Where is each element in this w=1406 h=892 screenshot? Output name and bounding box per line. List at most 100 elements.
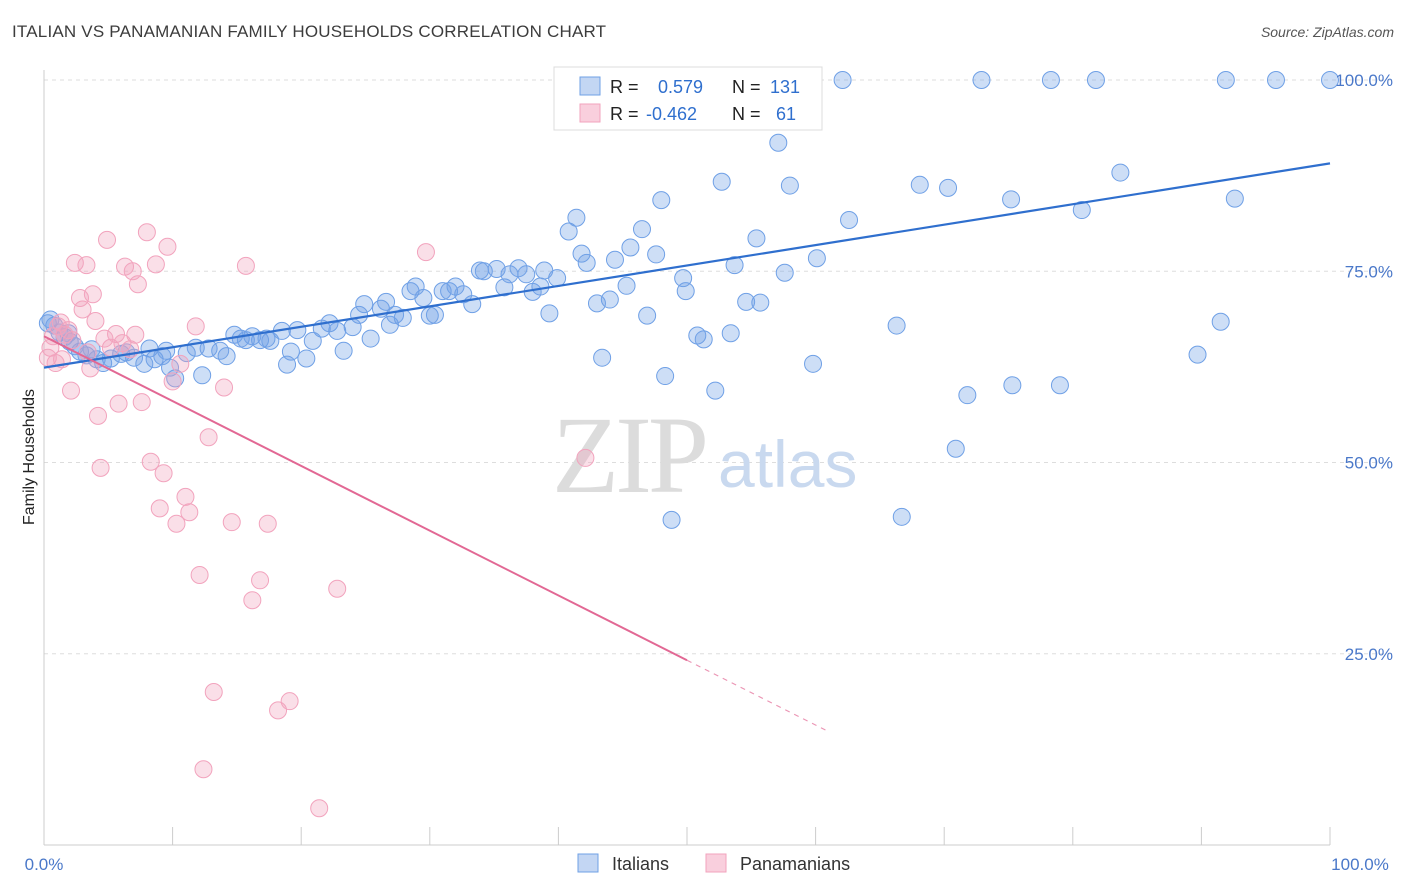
panamanian-point xyxy=(190,565,209,584)
italian-point xyxy=(652,191,671,210)
panamanian-point xyxy=(576,448,595,467)
italian-point xyxy=(297,349,316,368)
panamanian-point xyxy=(163,372,182,391)
italian-point xyxy=(725,256,744,275)
trend-lines xyxy=(43,162,1331,733)
italian-point xyxy=(751,293,770,312)
italian-point xyxy=(1050,376,1069,395)
panamanian-point xyxy=(150,499,169,518)
italian-point xyxy=(958,386,977,405)
italian-point xyxy=(217,347,236,366)
italians-points xyxy=(38,71,1339,529)
panamanian-point xyxy=(137,223,156,242)
italian-point xyxy=(361,329,380,348)
italian-point xyxy=(355,295,374,314)
italian-point xyxy=(199,339,218,358)
stats-r-label-italians: R = xyxy=(610,77,639,97)
italian-point xyxy=(1086,71,1105,89)
panamanian-point xyxy=(51,313,70,332)
italian-point xyxy=(632,220,651,239)
panamanian-point xyxy=(95,329,114,348)
panamanian-point xyxy=(62,381,81,400)
italian-point xyxy=(939,178,958,197)
stats-r-value-panamanians: -0.462 xyxy=(646,104,697,124)
italian-point xyxy=(334,341,353,360)
panamanian-point xyxy=(280,692,299,711)
italian-point xyxy=(446,277,465,296)
italian-point xyxy=(380,315,399,334)
source-label: Source: ZipAtlas.com xyxy=(1260,24,1394,40)
italian-point xyxy=(1188,345,1207,364)
italian-point xyxy=(747,229,766,248)
italian-point xyxy=(1225,189,1244,208)
y-tick-label: 25.0% xyxy=(1345,645,1393,664)
italian-point xyxy=(840,210,859,229)
x-tick-label-max: 100.0% xyxy=(1331,855,1389,874)
panamanian-point xyxy=(176,487,195,506)
italian-point xyxy=(662,510,681,529)
italian-point xyxy=(251,331,270,350)
grid-lines xyxy=(44,79,1392,655)
legend-label-italians: Italians xyxy=(612,854,669,874)
panamanian-point xyxy=(126,325,145,344)
panamanian-point xyxy=(258,514,277,533)
italian-point xyxy=(1216,71,1235,89)
panamanian-point xyxy=(186,317,205,336)
stats-n-value-panamanians: 61 xyxy=(776,104,796,124)
chart-title: ITALIAN VS PANAMANIAN FAMILY HOUSEHOLDS … xyxy=(12,22,607,41)
stats-legend-box: R = 0.579 N = 131 R = -0.462 N = 61 xyxy=(553,66,823,131)
italian-point xyxy=(517,265,536,284)
watermark-zip: ZIP xyxy=(552,394,705,516)
panamanian-point xyxy=(222,513,241,532)
italian-point xyxy=(328,321,347,340)
panamanian-point xyxy=(83,285,102,304)
italian-point xyxy=(1111,163,1130,182)
italian-point xyxy=(157,341,176,360)
panamanian-point xyxy=(251,571,270,590)
italian-point xyxy=(621,238,640,257)
italian-point xyxy=(166,369,185,388)
panamanian-point xyxy=(158,237,177,256)
italian-point xyxy=(638,306,657,325)
italian-point xyxy=(425,305,444,324)
panamanian-point xyxy=(86,311,105,330)
italian-point xyxy=(737,292,756,311)
italian-point xyxy=(281,342,300,361)
panamanian-point xyxy=(167,514,186,533)
italian-point xyxy=(1321,71,1339,89)
panamanian-point xyxy=(123,262,142,281)
italian-point xyxy=(454,285,473,304)
panamanian-point xyxy=(243,591,262,610)
italian-point xyxy=(647,245,666,264)
italian-point xyxy=(676,282,695,301)
italian-point xyxy=(377,292,396,311)
italians-trend-line xyxy=(43,162,1331,369)
stats-n-label-italians: N = xyxy=(732,77,761,97)
panamanian-point xyxy=(171,354,190,373)
italian-point xyxy=(706,381,725,400)
italian-point xyxy=(193,366,212,385)
italian-point xyxy=(807,249,826,268)
panamanian-point xyxy=(89,406,108,425)
panamanian-point xyxy=(77,256,96,275)
stats-swatch-italians xyxy=(579,76,601,96)
italian-point xyxy=(775,263,794,282)
legend-swatch-panamanians xyxy=(705,853,727,873)
y-tick-label: 75.0% xyxy=(1345,262,1393,281)
italian-point xyxy=(600,290,619,309)
italian-point xyxy=(769,133,788,152)
italian-point xyxy=(161,358,180,377)
panamanian-point xyxy=(328,579,347,598)
stats-n-value-italians: 131 xyxy=(770,77,800,97)
panamanian-point xyxy=(98,230,117,249)
panamanian-point xyxy=(416,243,435,262)
panamanian-point xyxy=(146,255,165,274)
italian-point xyxy=(593,348,612,367)
stats-swatch-panamanians xyxy=(579,103,601,123)
panamanian-point xyxy=(91,458,110,477)
x-axis-ticks xyxy=(43,827,1331,845)
italian-point xyxy=(617,276,636,295)
watermark-atlas: atlas xyxy=(718,427,857,501)
panamanian-point xyxy=(132,393,151,412)
